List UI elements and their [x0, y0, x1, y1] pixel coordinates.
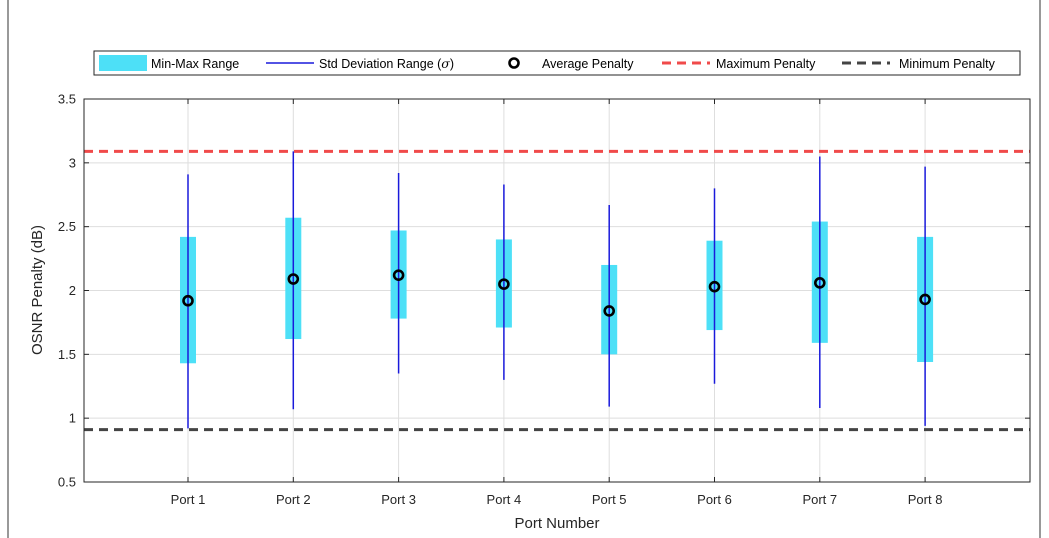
- reference-lines: [84, 149, 1030, 432]
- legend-std-suffix: ): [450, 57, 454, 71]
- std-lines: [187, 151, 926, 429]
- legend-std-prefix: Std Deviation Range (: [319, 57, 442, 71]
- legend-average-marker: [508, 57, 520, 69]
- x-tick-label-4: Port 5: [592, 492, 627, 507]
- y-tick-label-6: 3.5: [58, 92, 76, 107]
- y-tick-label-0: 0.5: [58, 475, 76, 490]
- y-tick-label-1: 1: [69, 411, 76, 426]
- x-tick-label-2: Port 3: [381, 492, 416, 507]
- y-axis-ticks: 0.5 1 1.5 2 2.5 3 3.5: [58, 92, 1030, 490]
- legend-min-label: Minimum Penalty: [899, 57, 996, 71]
- legend-std-label: Std Deviation Range (σ): [319, 56, 454, 71]
- x-tick-label-6: Port 7: [802, 492, 837, 507]
- y-tick-label-2: 1.5: [58, 347, 76, 362]
- average-marker-4: [498, 278, 510, 290]
- x-tick-label-3: Port 4: [487, 492, 522, 507]
- x-tick-label-1: Port 2: [276, 492, 311, 507]
- legend-minmax-label: Min-Max Range: [151, 57, 239, 71]
- average-marker-1: [182, 294, 194, 307]
- legend: Min-Max Range Std Deviation Range (σ) Av…: [93, 50, 1021, 76]
- y-tick-label-5: 3: [69, 155, 76, 170]
- average-marker-2: [287, 273, 300, 285]
- y-tick-label-4: 2.5: [58, 219, 76, 234]
- y-axis-label: OSNR Penalty (dB): [29, 225, 46, 355]
- x-tick-label-5: Port 6: [697, 492, 732, 507]
- legend-minmax-swatch: [99, 55, 147, 71]
- average-marker-8: [919, 293, 931, 306]
- average-marker-6: [708, 280, 721, 293]
- legend-std-symbol: σ: [441, 56, 450, 71]
- x-axis-label: Port Number: [514, 515, 599, 532]
- x-tick-label-7: Port 8: [908, 492, 943, 507]
- legend-max-label: Maximum Penalty: [716, 57, 816, 71]
- average-markers: [182, 269, 931, 317]
- x-axis-ticks: Port 1 Port 2 Port 3 Port 4 Port 5 Port 6 Port…: [171, 99, 943, 507]
- average-marker-7: [813, 277, 826, 289]
- x-tick-label-0: Port 1: [171, 492, 206, 507]
- legend-average-label: Average Penalty: [542, 57, 634, 71]
- average-marker-5: [603, 305, 616, 317]
- y-tick-label-3: 2: [69, 283, 76, 298]
- average-marker-3: [392, 269, 405, 281]
